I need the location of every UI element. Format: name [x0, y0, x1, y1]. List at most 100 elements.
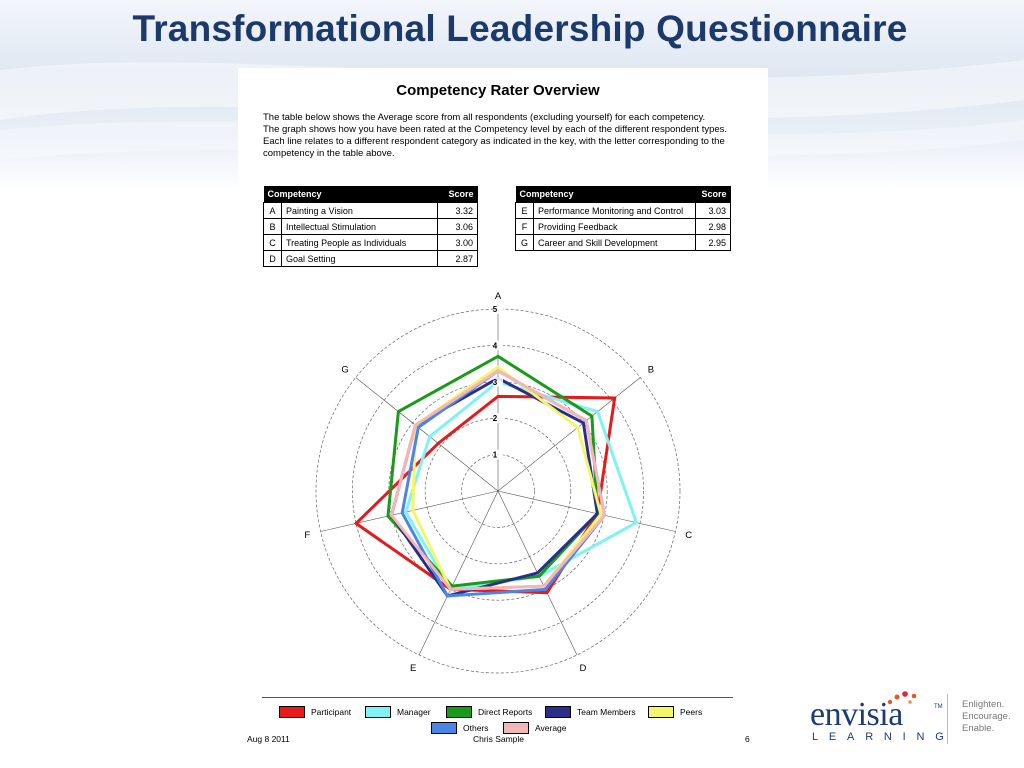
- competency-letter: C: [263, 234, 282, 251]
- competency-name: Career and Skill Development: [532, 234, 697, 251]
- axis-label-e: E: [410, 663, 416, 674]
- axis-spoke: [355, 377, 499, 492]
- legend-label: Others: [463, 723, 489, 733]
- slide-title: Transformational Leadership Questionnair…: [132, 8, 908, 49]
- table-row: F Providing Feedback 2.98: [515, 218, 731, 235]
- footer-date: Aug 8 2011: [247, 734, 290, 744]
- legend-item: Manager: [365, 706, 431, 718]
- competency-name: Intellectual Stimulation: [280, 218, 439, 235]
- tick-label: 4: [493, 341, 498, 350]
- footer-page-number: 6: [745, 734, 750, 744]
- legend-item: Participant: [279, 706, 351, 718]
- tagline-line: Encourage.: [962, 711, 1011, 722]
- competency-score: 3.06: [437, 218, 478, 235]
- table-header-row: Competency Score: [515, 186, 731, 203]
- footer-name: Chris Sample: [473, 734, 525, 744]
- competency-name: Goal Setting: [280, 250, 439, 267]
- tagline-line: Enlighten.: [962, 699, 1005, 710]
- tick-label: 1: [493, 451, 498, 460]
- report-intro: The table below shows the Average score …: [263, 112, 743, 160]
- competency-letter: E: [515, 202, 534, 219]
- legend-swatch: [545, 706, 571, 718]
- competency-name: Painting a Vision: [280, 202, 439, 219]
- competency-letter: A: [263, 202, 282, 219]
- table-row: B Intellectual Stimulation 3.06: [263, 218, 478, 235]
- axis-label-d: D: [579, 663, 586, 674]
- legend-swatch: [431, 722, 457, 734]
- axis-label-g: G: [341, 365, 348, 376]
- column-header-competency: Competency: [515, 186, 696, 203]
- envisia-learning-logo: envisia TM LEARNING Enlighten. Encourage…: [806, 690, 1011, 750]
- legend-label: Peers: [680, 707, 703, 717]
- legend-swatch: [446, 706, 472, 718]
- logo-dots-icon: [887, 691, 917, 705]
- table-row: G Career and Skill Development 2.95: [515, 234, 731, 251]
- tick-label: 2: [493, 414, 498, 423]
- competency-score: 3.03: [695, 202, 731, 219]
- legend-item: Direct Reports: [446, 706, 532, 718]
- competency-letter: B: [263, 218, 282, 235]
- legend-swatch: [365, 706, 391, 718]
- competency-score: 3.32: [437, 202, 478, 219]
- report-page: Competency Rater Overview The table belo…: [238, 68, 768, 708]
- competency-name: Treating People as Individuals: [280, 234, 439, 251]
- table-row: C Treating People as Individuals 3.00: [263, 234, 478, 251]
- tick-label: 3: [493, 378, 498, 387]
- tick-label-bg: [493, 449, 503, 460]
- column-header-score: Score: [695, 186, 731, 203]
- axis-label-a: A: [495, 291, 502, 302]
- series-line-average: [389, 369, 607, 591]
- logo-subtitle: LEARNING: [812, 731, 955, 743]
- competency-name: Performance Monitoring and Control: [532, 202, 697, 219]
- legend-label: Direct Reports: [478, 707, 533, 717]
- logo-tagline: Enlighten. Encourage. Enable.: [962, 699, 1022, 735]
- legend-item: Average: [503, 722, 567, 734]
- tick-label: 5: [493, 305, 498, 314]
- tick-label-bg: [493, 304, 503, 314]
- axis-label-c: C: [685, 530, 692, 541]
- competency-table-right: Competency Score E Performance Monitorin…: [515, 186, 731, 251]
- axis-spoke: [418, 490, 499, 656]
- logo-trademark: TM: [934, 704, 943, 710]
- intro-paragraph-2: The graph shows how you have been rated …: [263, 124, 728, 159]
- axis-spoke: [497, 377, 641, 492]
- tick-label-bg: [493, 340, 503, 351]
- column-header-competency: Competency: [263, 186, 438, 203]
- radar-chart: A B C D E F G 1 2 3 4 5: [304, 291, 692, 674]
- legend-label: Manager: [397, 707, 431, 717]
- competency-letter: G: [515, 234, 534, 251]
- competency-letter: F: [515, 218, 534, 235]
- logo-divider: [947, 694, 948, 744]
- competency-letter: D: [263, 250, 282, 267]
- column-header-score: Score: [437, 186, 478, 203]
- table-header-row: Competency Score: [263, 186, 478, 203]
- table-row: E Performance Monitoring and Control 3.0…: [515, 202, 731, 219]
- series-line-direct-reports: [386, 354, 599, 588]
- tick-label-bg: [493, 413, 503, 424]
- competency-name: Providing Feedback: [532, 218, 697, 235]
- legend-divider: [262, 697, 733, 698]
- legend-swatch: [503, 722, 529, 734]
- table-row: D Goal Setting 2.87: [263, 250, 478, 267]
- axis-spoke: [320, 490, 499, 532]
- legend-item: Others: [431, 722, 489, 734]
- tagline-line: Enable.: [962, 723, 995, 734]
- report-heading: Competency Rater Overview: [396, 82, 600, 99]
- legend-item: Team Members: [545, 706, 636, 718]
- legend-swatch: [648, 706, 674, 718]
- axis-label-f: F: [304, 530, 310, 541]
- competency-score: 3.00: [437, 234, 478, 251]
- legend-item: Peers: [648, 706, 702, 718]
- legend-label: Average: [535, 723, 567, 733]
- tick-label-bg: [493, 376, 503, 387]
- competency-score: 2.95: [695, 234, 731, 251]
- legend-label: Participant: [311, 707, 352, 717]
- competency-score: 2.87: [437, 250, 478, 267]
- axis-spoke: [497, 490, 676, 532]
- axis-label-b: B: [648, 365, 654, 376]
- competency-score: 2.98: [695, 218, 731, 235]
- intro-paragraph-1: The table below shows the Average score …: [263, 112, 706, 123]
- legend-swatch: [279, 706, 305, 718]
- table-row: A Painting a Vision 3.32: [263, 202, 478, 219]
- competency-table-left: Competency Score A Painting a Vision 3.3…: [263, 186, 478, 267]
